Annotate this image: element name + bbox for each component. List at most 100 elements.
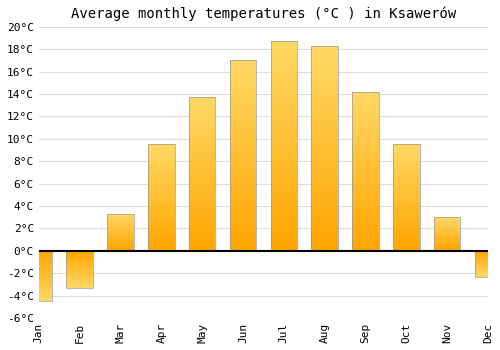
Bar — [107, 220, 134, 221]
Bar — [148, 191, 174, 193]
Bar — [26, 280, 52, 281]
Bar — [312, 202, 338, 206]
Bar — [26, 254, 52, 255]
Bar — [230, 167, 256, 171]
Bar — [189, 229, 216, 232]
Bar — [230, 159, 256, 163]
Bar — [107, 233, 134, 234]
Bar — [66, 286, 93, 287]
Bar — [26, 277, 52, 278]
Bar — [26, 286, 52, 287]
Bar — [352, 120, 379, 124]
Bar — [475, 251, 500, 252]
Bar — [189, 220, 216, 223]
Bar — [434, 230, 460, 231]
Bar — [434, 237, 460, 238]
Bar — [270, 96, 297, 100]
Bar — [270, 75, 297, 79]
Bar — [475, 270, 500, 271]
Bar — [107, 250, 134, 251]
Bar — [270, 71, 297, 75]
Bar — [148, 204, 174, 206]
Bar — [270, 205, 297, 209]
Bar — [312, 116, 338, 120]
Bar — [312, 70, 338, 75]
Bar — [189, 189, 216, 193]
Bar — [230, 64, 256, 68]
Bar — [26, 263, 52, 264]
Bar — [475, 253, 500, 254]
Bar — [312, 247, 338, 251]
Bar — [107, 215, 134, 216]
Bar — [312, 169, 338, 173]
Bar — [312, 79, 338, 83]
Bar — [66, 263, 93, 264]
Bar — [270, 163, 297, 167]
Bar — [352, 232, 379, 235]
Bar — [189, 186, 216, 189]
Bar — [312, 58, 338, 62]
Bar — [230, 194, 256, 197]
Bar — [434, 243, 460, 244]
Bar — [270, 167, 297, 171]
Bar — [189, 238, 216, 242]
Bar — [66, 275, 93, 276]
Bar — [230, 224, 256, 228]
Bar — [434, 218, 460, 219]
Bar — [66, 252, 93, 253]
Bar — [26, 283, 52, 284]
Bar — [434, 221, 460, 222]
Bar — [393, 147, 419, 149]
Bar — [148, 215, 174, 217]
Bar — [148, 236, 174, 238]
Bar — [312, 148, 338, 152]
Bar — [352, 219, 379, 222]
Bar — [393, 176, 419, 178]
Bar — [189, 232, 216, 236]
Bar — [393, 242, 419, 244]
Bar — [148, 200, 174, 202]
Bar — [230, 155, 256, 159]
Bar — [107, 226, 134, 227]
Bar — [475, 259, 500, 260]
Bar — [230, 144, 256, 148]
Bar — [270, 226, 297, 230]
Bar — [189, 241, 216, 245]
Bar — [270, 150, 297, 154]
Bar — [189, 153, 216, 156]
Bar — [393, 195, 419, 197]
Bar — [66, 260, 93, 261]
Bar — [312, 95, 338, 99]
Bar — [393, 246, 419, 248]
Bar — [393, 248, 419, 251]
Bar — [189, 122, 216, 125]
Bar — [26, 255, 52, 256]
Bar — [312, 218, 338, 222]
Bar — [230, 91, 256, 94]
Bar — [107, 244, 134, 245]
Bar — [270, 138, 297, 142]
Bar — [26, 274, 52, 275]
Bar — [148, 197, 174, 200]
Bar — [148, 178, 174, 181]
Bar — [352, 174, 379, 177]
Bar — [189, 137, 216, 140]
Bar — [475, 261, 500, 262]
Bar — [352, 168, 379, 171]
Bar — [270, 113, 297, 117]
Bar — [230, 178, 256, 182]
Bar — [189, 119, 216, 122]
Bar — [393, 221, 419, 223]
Bar — [270, 83, 297, 88]
Bar — [352, 229, 379, 232]
Bar — [26, 252, 52, 253]
Bar — [352, 244, 379, 247]
Bar — [189, 162, 216, 165]
Bar — [26, 295, 52, 296]
Bar — [230, 79, 256, 83]
Bar — [148, 144, 174, 251]
Bar — [352, 187, 379, 190]
Bar — [393, 206, 419, 208]
Bar — [148, 159, 174, 161]
Bar — [230, 121, 256, 125]
